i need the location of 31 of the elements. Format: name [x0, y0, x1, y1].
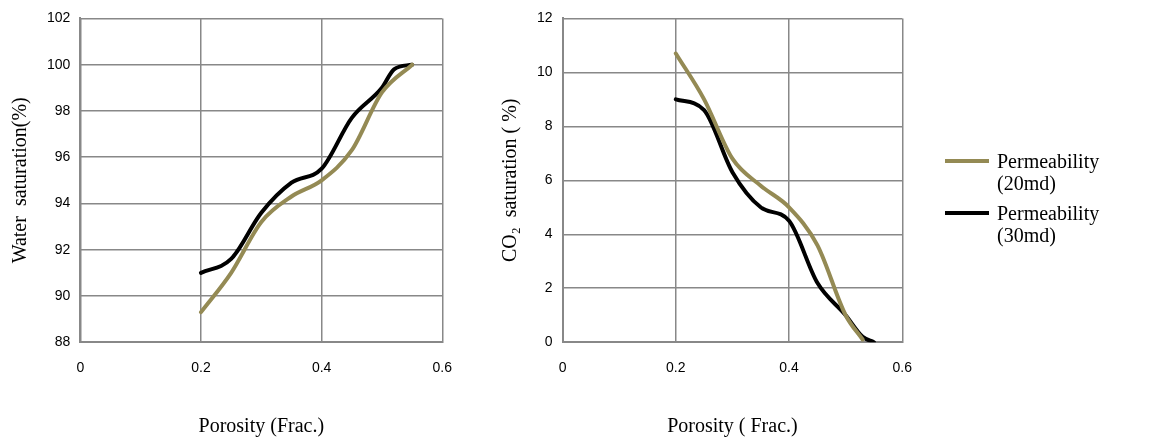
x-axis-title: Porosity ( Frac.)	[667, 414, 798, 438]
legend-label: Permeability (20md)	[997, 150, 1101, 194]
y-tick-label: 90	[54, 286, 71, 303]
y-tick-label: 96	[54, 148, 71, 165]
y-tick-label: 94	[54, 194, 71, 211]
y-tick-label: 10	[536, 63, 553, 80]
x-tick-label: 0	[76, 359, 85, 376]
y-tick-label: 100	[47, 55, 71, 72]
x-tick-label: 0.6	[432, 359, 453, 376]
y-tick-label: 98	[54, 101, 71, 118]
y-tick-label: 0	[544, 333, 553, 350]
y-tick-label: 2	[544, 279, 553, 296]
x-tick-label: 0.2	[666, 359, 686, 376]
line-series	[199, 62, 415, 315]
x-axis-title: Porosity (Frac.)	[198, 414, 325, 438]
x-tick-label: 0.4	[779, 359, 799, 376]
y-tick-label: 88	[54, 333, 71, 350]
y-tick-label: 4	[544, 225, 553, 242]
y-axis-title: CO₂ saturation ( %)	[498, 98, 522, 263]
y-tick-label: 92	[54, 240, 71, 257]
legend-label: Permeability (30md)	[997, 202, 1101, 246]
y-tick-label: 102	[47, 9, 71, 26]
y-tick-label: 12	[536, 9, 553, 26]
x-tick-label: 0.2	[191, 359, 211, 376]
y-tick-label: 8	[544, 117, 553, 134]
x-tick-label: 0	[558, 359, 567, 376]
y-tick-label: 6	[544, 171, 553, 188]
x-tick-label: 0.6	[892, 359, 913, 376]
line-series	[673, 51, 865, 342]
y-axis-title: Water saturation(%)	[8, 97, 32, 264]
x-tick-label: 0.4	[311, 359, 332, 376]
